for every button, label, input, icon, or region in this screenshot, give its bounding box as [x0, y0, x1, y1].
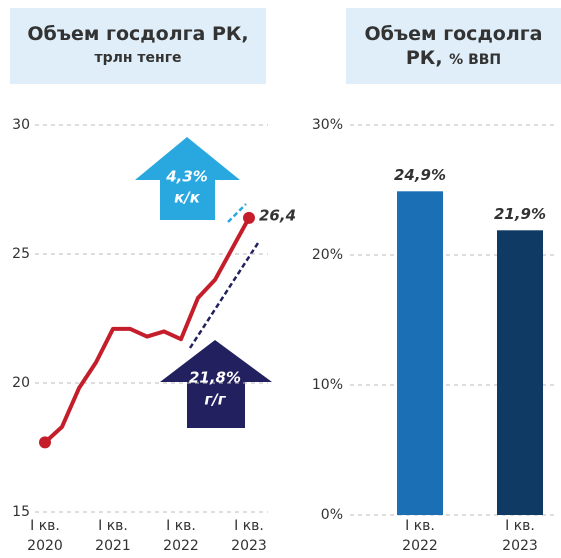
y-tick-label: 20	[12, 375, 30, 391]
x-tick-label: I кв. 2022	[402, 518, 438, 554]
chart-title: Объем госдолга РК,	[364, 23, 543, 69]
x-tick-label-line: 2022	[163, 538, 199, 554]
chart-subtitle: трлн тенге	[94, 50, 182, 66]
x-tick-label: I кв. 2023	[231, 518, 267, 554]
left-title-box: Объем госдолга РК, трлн тенге	[10, 8, 266, 84]
x-tick-label: I кв. 2021	[95, 518, 131, 554]
annotation-basis: к/к	[174, 189, 201, 207]
y-tick-label: 30	[12, 117, 30, 133]
chart-subtitle: % ВВП	[449, 52, 502, 68]
y-tick-label: 15	[12, 504, 30, 520]
x-tick-label: I кв. 2022	[163, 518, 199, 554]
value-label: 24,9%	[394, 166, 446, 184]
line-series	[43, 215, 251, 445]
y-tick-label: 10%	[312, 377, 343, 393]
x-tick-label-line: 2020	[27, 538, 63, 554]
x-tick-label: I кв. 2023	[502, 518, 538, 554]
x-tick-label-line: I кв.	[30, 518, 60, 534]
x-tick-label-line: I кв.	[505, 518, 535, 534]
bar	[497, 230, 543, 516]
end-marker	[39, 436, 51, 449]
x-tick-label-line: I кв.	[166, 518, 196, 534]
value-label: 21,9%	[494, 205, 546, 223]
x-tick-label-line: I кв.	[405, 518, 435, 534]
y-tick-label: 25	[12, 246, 30, 262]
right-title-box: Объем госдолга РК, % ВВП	[346, 8, 561, 84]
y-tick-label: 30%	[312, 117, 343, 133]
y-tick-label: 0%	[321, 507, 343, 523]
annotation-basis: г/г	[204, 391, 226, 409]
arrow-yoy	[160, 340, 272, 428]
x-tick-label-line: 2022	[402, 538, 438, 554]
annotation-value: 4,3%	[165, 168, 208, 186]
x-tick-label-line: I кв.	[98, 518, 128, 534]
x-tick-label-line: 2021	[95, 538, 131, 554]
value-label: 26,4	[259, 206, 296, 224]
arrow-qoq	[135, 137, 240, 220]
x-tick-label-line: 2023	[231, 538, 267, 554]
x-tick-label-line: 2023	[502, 538, 538, 554]
x-tick-label-line: I кв.	[234, 518, 264, 534]
trend-dash	[188, 242, 260, 349]
annotation-value: 21,8%	[189, 369, 241, 387]
y-tick-label: 20%	[312, 247, 343, 263]
trend-dash	[227, 203, 247, 223]
chart-title: Объем госдолга РК,	[27, 23, 249, 45]
bar	[397, 191, 443, 516]
end-marker	[243, 211, 255, 224]
x-tick-label: I кв. 2020	[27, 518, 63, 554]
